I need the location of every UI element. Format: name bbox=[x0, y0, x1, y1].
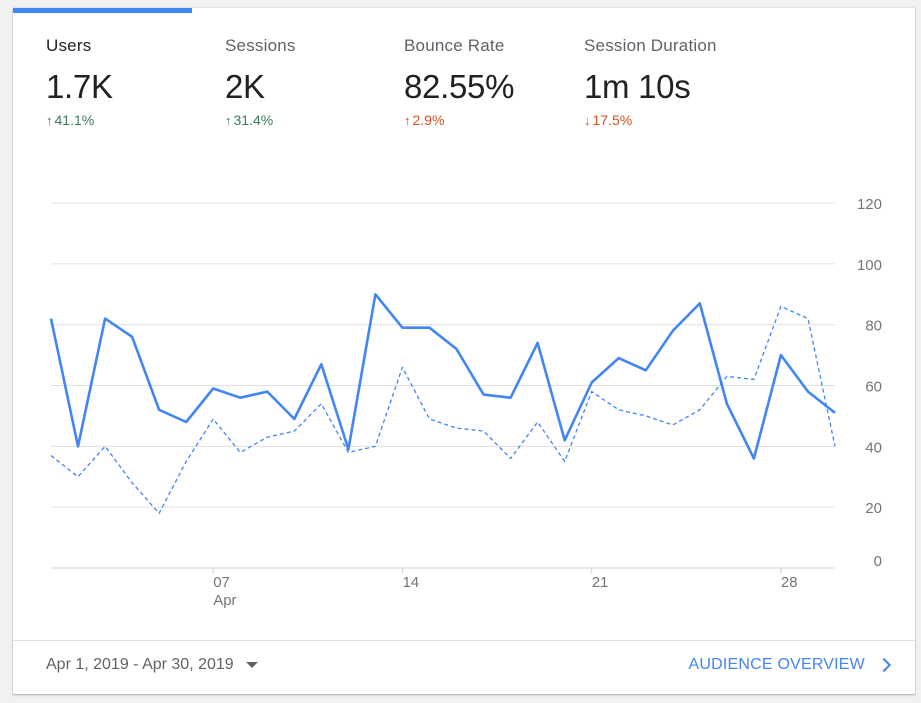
metric-change-value: 17.5% bbox=[592, 112, 633, 128]
metric-value: 1m 10s bbox=[584, 68, 691, 105]
arrow-up-icon: ↑ bbox=[225, 112, 232, 128]
metric-value: 2K bbox=[225, 68, 265, 105]
chevron-right-icon bbox=[876, 657, 892, 673]
metric-change-value: 31.4% bbox=[233, 112, 274, 128]
y-tick-label: 100 bbox=[857, 257, 882, 274]
metric-change: ↓ 17.5% bbox=[584, 112, 717, 128]
series-line-current-period bbox=[49, 292, 836, 460]
y-tick-label: 120 bbox=[857, 196, 882, 213]
y-tick-label: 20 bbox=[865, 500, 882, 517]
active-tab-indicator bbox=[13, 8, 192, 13]
metric-change-value: 41.1% bbox=[54, 112, 95, 128]
x-tick-label: 07 bbox=[213, 574, 230, 591]
metric-sessions-tab[interactable]: Sessions 2K ↑ 31.4% bbox=[225, 36, 296, 128]
metric-change: ↑ 41.1% bbox=[46, 112, 113, 128]
x-tick-label: 28 bbox=[781, 574, 798, 591]
metric-users-tab[interactable]: Users 1.7K ↑ 41.1% bbox=[46, 36, 113, 128]
arrow-up-icon: ↑ bbox=[46, 112, 53, 128]
metric-bounce-rate-tab[interactable]: Bounce Rate 82.55% ↑ 2.9% bbox=[404, 36, 514, 128]
y-tick-label: 80 bbox=[865, 318, 882, 335]
audience-overview-card: Users 1.7K ↑ 41.1% Sessions 2K ↑ 31.4% B… bbox=[13, 8, 915, 694]
metric-label: Users bbox=[46, 36, 92, 55]
metric-change: ↑ 2.9% bbox=[404, 112, 514, 128]
metric-session-duration-tab[interactable]: Session Duration 1m 10s ↓ 17.5% bbox=[584, 36, 717, 128]
metric-value: 1.7K bbox=[46, 68, 113, 105]
x-tick-sublabel: Apr bbox=[213, 592, 236, 609]
metric-label: Sessions bbox=[225, 36, 296, 55]
metric-change: ↑ 31.4% bbox=[225, 112, 296, 128]
metric-label: Session Duration bbox=[584, 36, 717, 55]
series-line-previous-period bbox=[50, 305, 836, 514]
metric-change-value: 2.9% bbox=[412, 112, 445, 128]
audience-overview-label: AUDIENCE OVERVIEW bbox=[688, 656, 865, 673]
footer-divider bbox=[13, 640, 915, 641]
y-tick-label: 60 bbox=[865, 379, 882, 396]
date-range-label: Apr 1, 2019 - Apr 30, 2019 bbox=[46, 656, 234, 673]
audience-overview-link[interactable]: AUDIENCE OVERVIEW bbox=[688, 656, 892, 674]
y-tick-label: 40 bbox=[865, 439, 882, 456]
y-tick-label: 0 bbox=[874, 553, 882, 570]
caret-down-icon bbox=[245, 662, 258, 668]
date-range-selector[interactable]: Apr 1, 2019 - Apr 30, 2019 bbox=[46, 656, 258, 674]
arrow-down-icon: ↓ bbox=[584, 112, 591, 128]
metric-value: 82.55% bbox=[404, 68, 515, 105]
x-tick-label: 14 bbox=[402, 574, 419, 591]
metric-label: Bounce Rate bbox=[404, 36, 505, 55]
x-tick-label: 21 bbox=[592, 574, 609, 591]
arrow-up-icon: ↑ bbox=[404, 112, 411, 128]
